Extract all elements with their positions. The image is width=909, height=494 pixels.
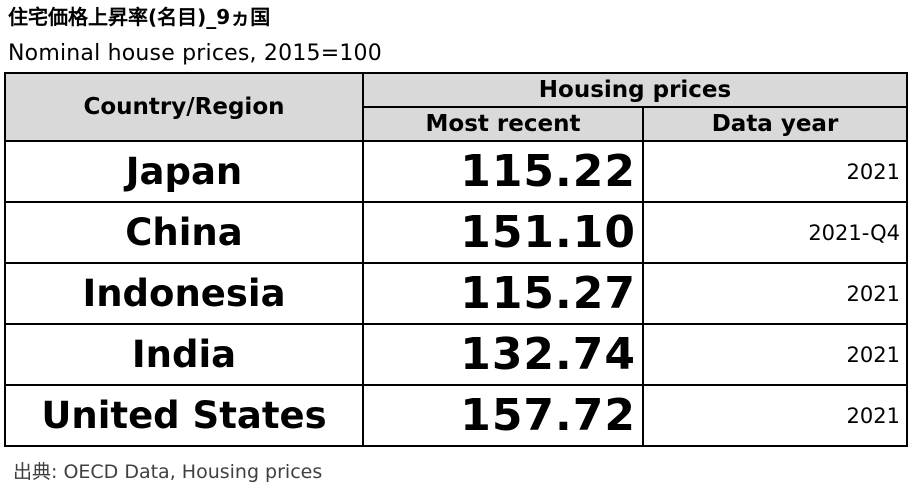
year-cell: 2021	[642, 262, 908, 325]
table-row: China 151.10 2021-Q4	[4, 201, 908, 264]
country-cell: China	[4, 201, 364, 264]
header-row-2: Most recent Data year	[5, 106, 908, 142]
table-row: United States 157.72 2021	[4, 384, 908, 447]
table-row: Indonesia 115.27 2021	[4, 262, 908, 325]
header-country: Country/Region	[4, 72, 364, 142]
country-cell: Indonesia	[4, 262, 364, 325]
year-cell: 2021	[642, 323, 908, 386]
page-subtitle: Nominal house prices, 2015=100	[8, 41, 382, 66]
country-cell: India	[4, 323, 364, 386]
source-note: 出典: OECD Data, Housing prices	[13, 461, 323, 483]
country-cell: Japan	[4, 140, 364, 203]
header-row-1: Country/Region Housing prices	[4, 72, 908, 142]
value-cell: 115.27	[362, 262, 644, 325]
value-cell: 157.72	[362, 384, 644, 447]
year-cell: 2021-Q4	[642, 201, 908, 264]
header-most-recent: Most recent	[362, 106, 644, 142]
page-title: 住宅価格上昇率(名目)_9ヵ国	[8, 5, 271, 29]
year-cell: 2021	[642, 140, 908, 203]
value-cell: 132.74	[362, 323, 644, 386]
value-cell: 115.22	[362, 140, 644, 203]
country-cell: United States	[4, 384, 364, 447]
header-housing-prices: Housing prices	[362, 72, 908, 108]
housing-prices-table: Country/Region Housing prices Most recen…	[4, 72, 908, 447]
table-row: Japan 115.22 2021	[4, 140, 908, 203]
table-row: India 132.74 2021	[4, 323, 908, 386]
value-cell: 151.10	[362, 201, 644, 264]
year-cell: 2021	[642, 384, 908, 447]
header-data-year: Data year	[642, 106, 908, 142]
